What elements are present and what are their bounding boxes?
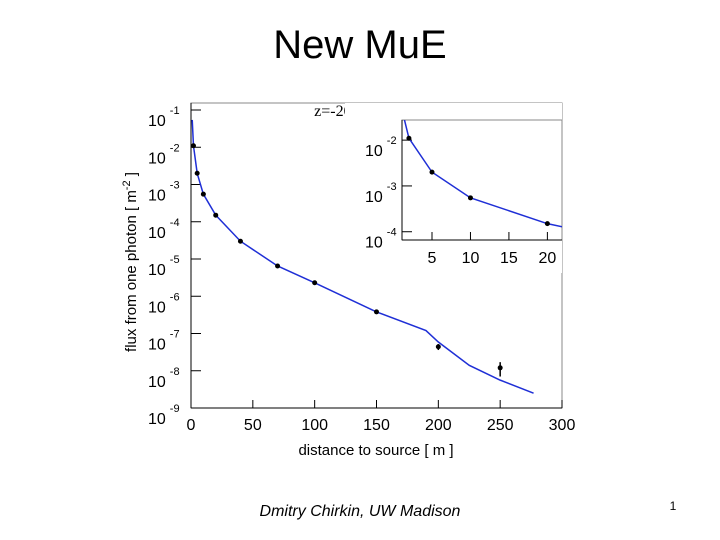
data-point bbox=[194, 170, 200, 176]
y-tick-label: 10 -3 bbox=[148, 180, 180, 205]
y-tick-base: 10 bbox=[148, 188, 166, 205]
fit-curve bbox=[403, 120, 562, 228]
y-tick-base: 10 bbox=[148, 374, 166, 391]
x-axis-label: distance to source [ m ] bbox=[298, 442, 453, 459]
x-tick-label: 100 bbox=[301, 417, 328, 434]
data-point bbox=[497, 365, 503, 371]
data-point bbox=[374, 309, 379, 315]
inset-background bbox=[345, 103, 562, 273]
y-tick-label: 10 -9 bbox=[148, 403, 180, 428]
y-tick-exponent: -2 bbox=[387, 135, 397, 147]
y-axis-label-text: flux from one photon [ m bbox=[123, 190, 140, 352]
y-tick-base: 10 bbox=[148, 150, 166, 167]
y-tick-label: 10 -6 bbox=[148, 291, 180, 316]
y-tick-label: 10 -1 bbox=[148, 105, 180, 130]
footer-author: Dmitry Chirkin, UW Madison bbox=[260, 503, 461, 520]
y-tick-label: 10 -5 bbox=[148, 254, 180, 279]
data-point bbox=[312, 280, 318, 286]
data-point bbox=[435, 344, 441, 350]
x-tick-label: 0 bbox=[187, 417, 196, 434]
y-tick-label: 10 -4 bbox=[365, 227, 397, 252]
y-tick-label: 10 -8 bbox=[148, 366, 180, 391]
x-tick-label: 5 bbox=[428, 250, 437, 267]
y-tick-base: 10 bbox=[365, 235, 383, 252]
y-axis-label-end: ] bbox=[123, 172, 140, 180]
data-point bbox=[429, 169, 435, 175]
x-tick-label: 15 bbox=[500, 250, 518, 267]
y-tick-exponent: -4 bbox=[387, 227, 397, 239]
y-tick-base: 10 bbox=[148, 225, 166, 242]
y-tick-base: 10 bbox=[148, 262, 166, 279]
slide-title: New MuE bbox=[273, 23, 446, 67]
data-point bbox=[406, 135, 412, 141]
y-tick-exponent: -3 bbox=[387, 181, 397, 193]
y-tick-base: 10 bbox=[365, 143, 383, 160]
y-tick-base: 10 bbox=[148, 411, 166, 428]
y-tick-base: 10 bbox=[365, 189, 383, 206]
y-tick-label: 10 -4 bbox=[148, 217, 180, 242]
data-point bbox=[191, 143, 196, 149]
x-tick-label: 20 bbox=[538, 250, 556, 267]
data-point bbox=[275, 263, 281, 269]
x-tick-label: 300 bbox=[549, 417, 576, 434]
data-point bbox=[213, 212, 219, 218]
x-tick-label: 50 bbox=[244, 417, 262, 434]
x-tick-label: 250 bbox=[487, 417, 514, 434]
plot-area bbox=[191, 119, 534, 394]
plot-area bbox=[403, 120, 562, 228]
y-tick-exponent: -1 bbox=[170, 105, 180, 117]
y-tick-base: 10 bbox=[148, 337, 166, 354]
x-tick-label: 200 bbox=[425, 417, 452, 434]
y-tick-exponent: -4 bbox=[170, 217, 180, 229]
data-point bbox=[237, 238, 243, 244]
data-point bbox=[200, 191, 206, 197]
y-tick-exponent: -2 bbox=[170, 142, 180, 154]
y-tick-exponent: -3 bbox=[170, 180, 180, 192]
y-tick-label: 10 -2 bbox=[148, 142, 180, 167]
y-tick-exponent: -5 bbox=[170, 254, 180, 266]
y-tick-label: 10 -7 bbox=[148, 329, 180, 354]
data-point bbox=[544, 221, 550, 227]
x-tick-label: 150 bbox=[363, 417, 390, 434]
fit-curve bbox=[191, 119, 534, 394]
y-tick-exponent: -7 bbox=[170, 329, 180, 341]
y-tick-exponent: -8 bbox=[170, 366, 180, 378]
y-tick-base: 10 bbox=[148, 113, 166, 130]
page-number: 1 bbox=[670, 499, 677, 513]
y-tick-label: 10 -3 bbox=[365, 181, 397, 206]
y-axis-label: flux from one photon [ m-2 ] bbox=[121, 172, 140, 352]
y-tick-label: 10 -2 bbox=[365, 135, 397, 160]
y-tick-base: 10 bbox=[148, 299, 166, 316]
x-tick-label: 10 bbox=[462, 250, 480, 267]
y-tick-exponent: -9 bbox=[170, 403, 180, 415]
y-tick-exponent: -6 bbox=[170, 291, 180, 303]
data-point bbox=[467, 195, 473, 201]
y-axis-label-exponent: -2 bbox=[121, 180, 133, 190]
